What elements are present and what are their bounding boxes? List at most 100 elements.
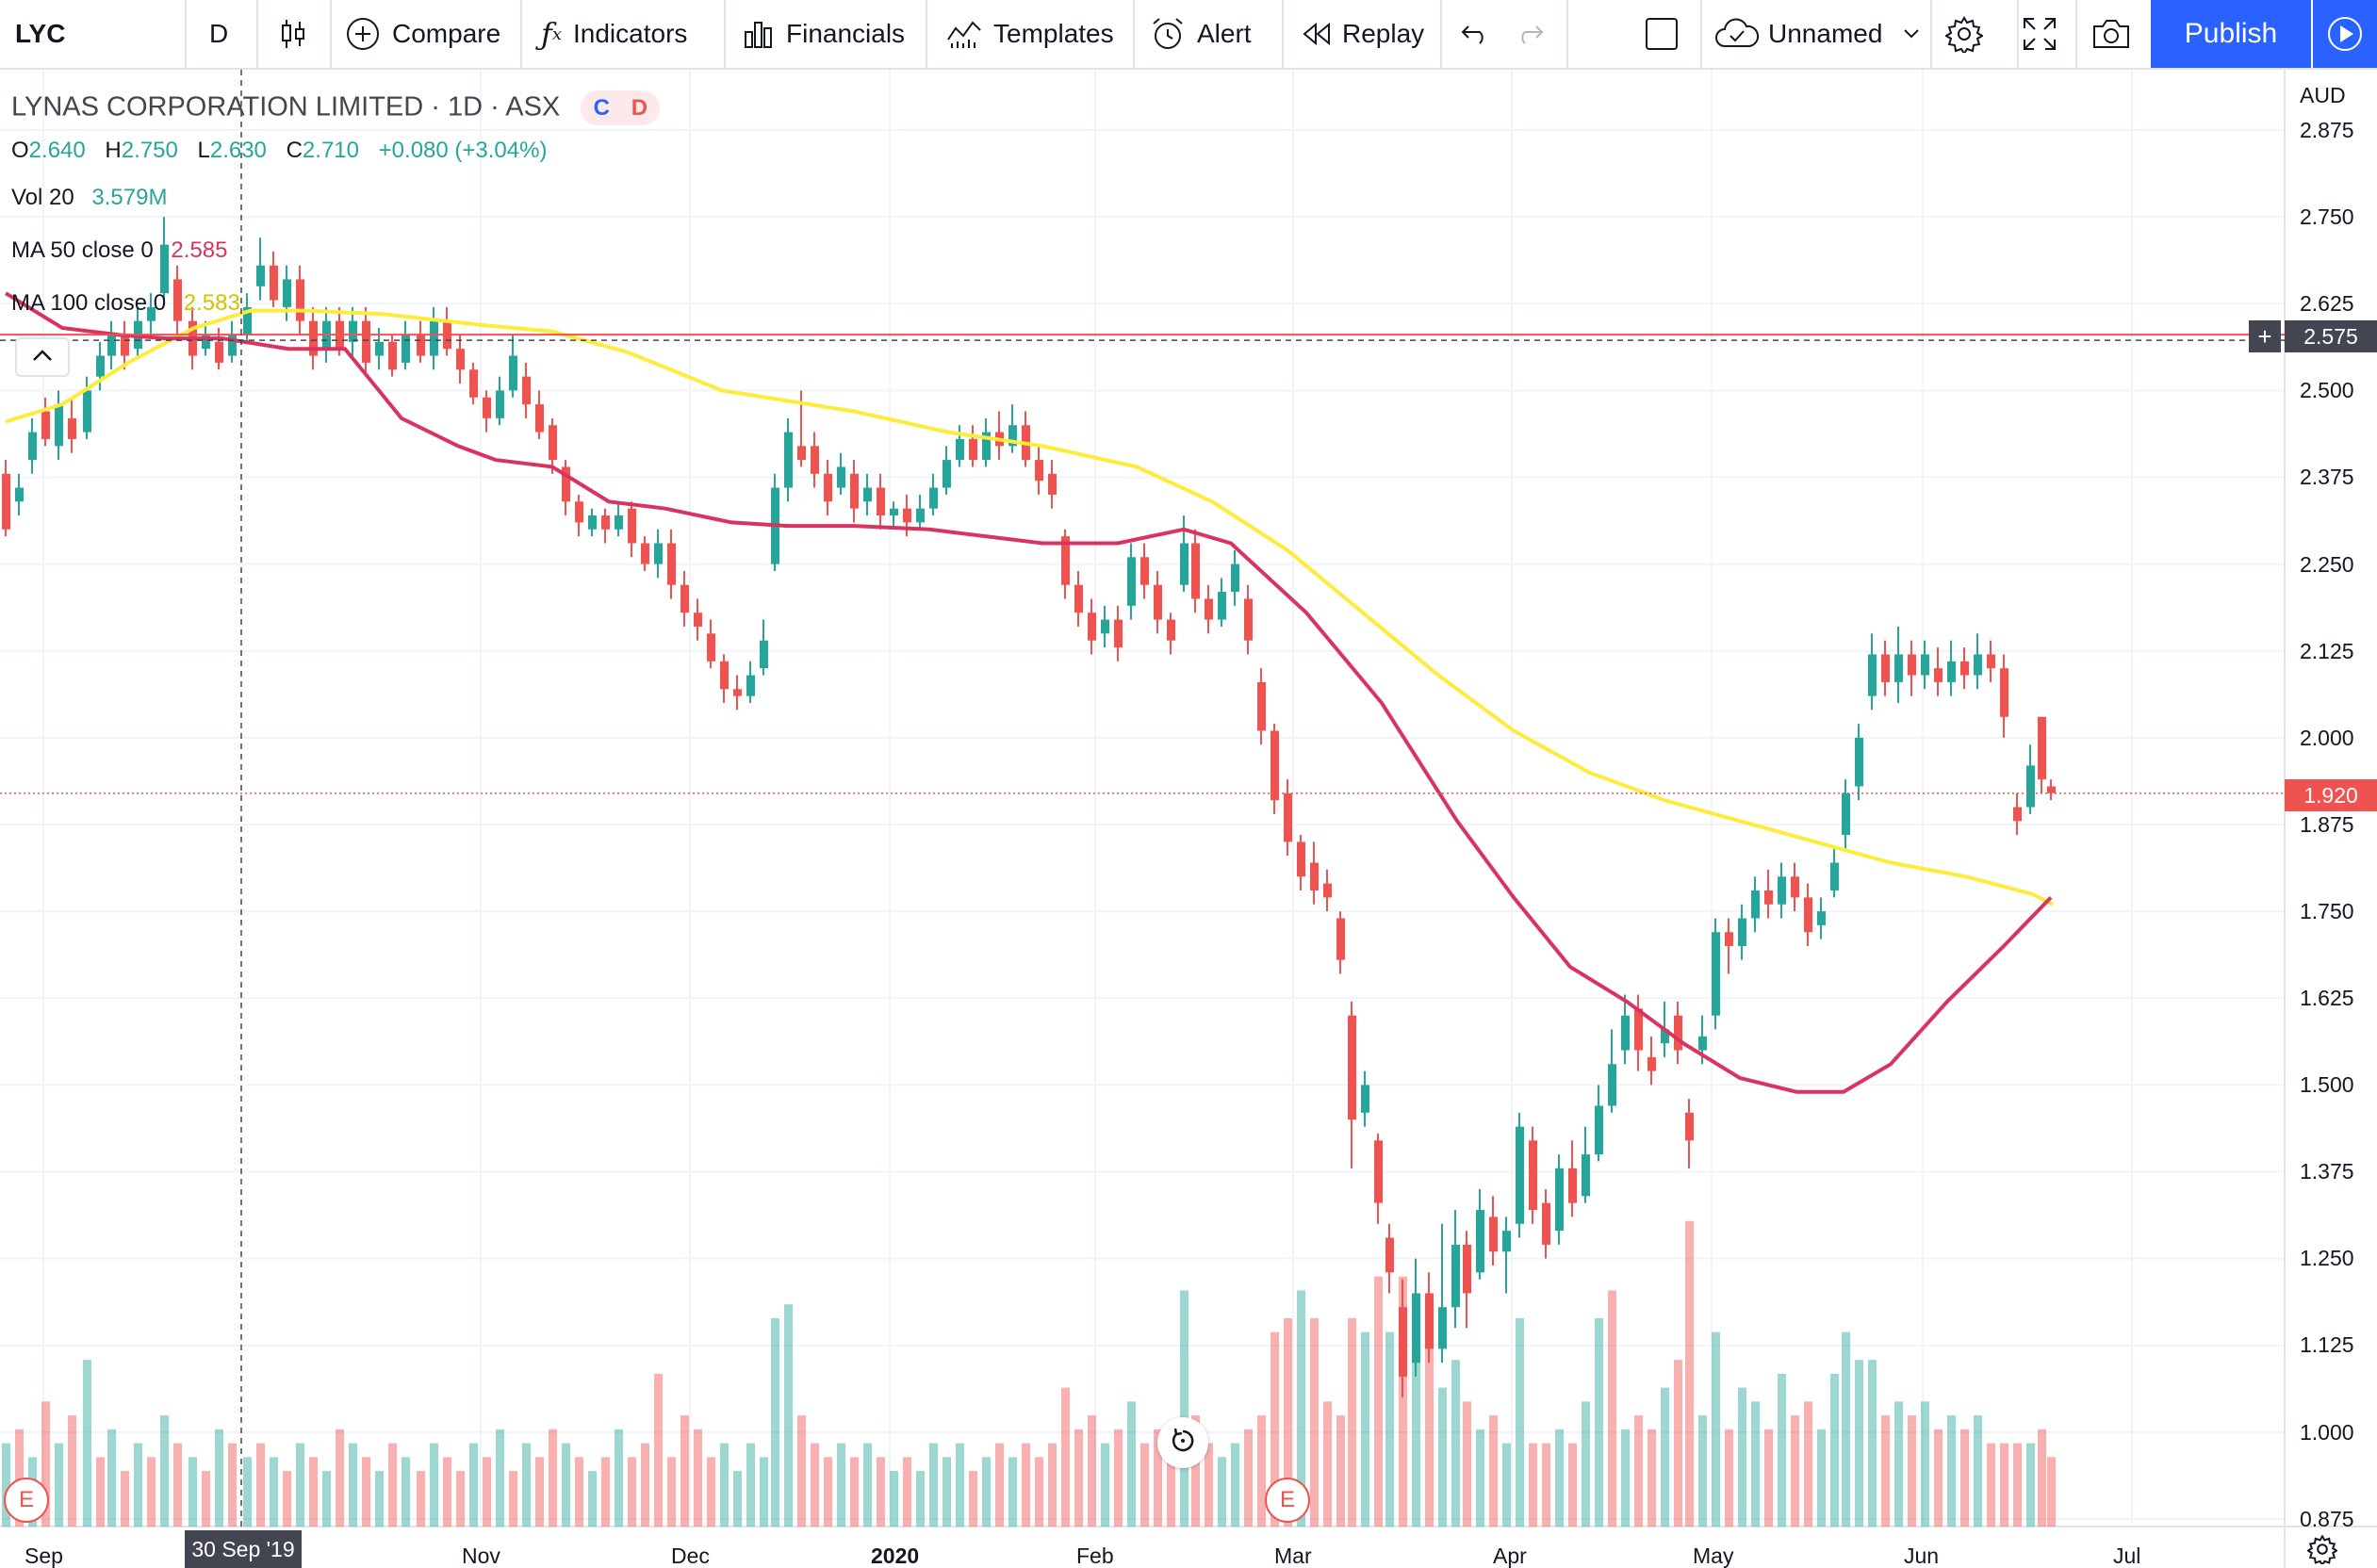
volume-bar (243, 1457, 252, 1527)
volume-bar (296, 1443, 304, 1527)
earnings-marker[interactable]: E (4, 1478, 49, 1523)
volume-bar (1608, 1290, 1616, 1527)
redo-button[interactable] (1514, 0, 1546, 68)
market-status-badges[interactable]: C D (581, 90, 661, 126)
replay-label: Replay (1342, 19, 1425, 48)
collapse-legend-button[interactable] (15, 337, 70, 377)
settings-button[interactable] (1945, 0, 1983, 68)
price-tick-label: 0.875 (2300, 1506, 2354, 1531)
time-tick-label: 2020 (871, 1544, 920, 1568)
play-button[interactable] (2313, 0, 2377, 68)
candle-body (41, 411, 50, 439)
volume-bar (202, 1471, 210, 1527)
candle-body (228, 335, 237, 356)
candle-body (733, 689, 742, 696)
volume-bar (694, 1429, 702, 1527)
chevron-up-icon (31, 348, 54, 368)
volume-bar (1934, 1429, 1943, 1527)
price-tick-label: 2.500 (2300, 378, 2354, 403)
candle-body (1154, 584, 1162, 620)
reset-chart-button[interactable] (1157, 1417, 1208, 1468)
volume-bar (1476, 1429, 1484, 1527)
volume-bar (256, 1443, 265, 1527)
add-alert-plus-button[interactable]: + (2249, 320, 2281, 352)
volume-bar (1180, 1290, 1188, 1527)
open-value: 2.640 (28, 138, 86, 163)
volume-bar (1894, 1401, 1903, 1527)
volume-bar (1008, 1457, 1017, 1527)
chart-type-button[interactable] (279, 0, 307, 68)
volume-bar (522, 1443, 531, 1527)
candle-body (1191, 543, 1200, 599)
volume-bar (2026, 1443, 2035, 1527)
volume-bar (388, 1443, 397, 1527)
volume-bar (615, 1429, 623, 1527)
last-price-tag: 1.920 (2285, 779, 2377, 811)
candle-body (1310, 862, 1319, 891)
volume-bar (746, 1443, 755, 1527)
candle-body (680, 584, 689, 613)
volume-bar (916, 1471, 925, 1527)
interval-button[interactable]: D (209, 19, 229, 48)
compare-button[interactable]: Compare (345, 0, 500, 68)
volume-bar (283, 1471, 291, 1527)
volume-bar (41, 1401, 50, 1527)
fullscreen-layout-button[interactable] (1644, 0, 1680, 68)
undo-button[interactable] (1459, 0, 1491, 68)
volume-bar (1205, 1443, 1213, 1527)
volume-bar (1399, 1276, 1407, 1527)
volume-bar (496, 1429, 504, 1527)
fullscreen-button[interactable] (2021, 0, 2058, 68)
volume-bar (628, 1457, 636, 1527)
volume-bar (1987, 1443, 1995, 1527)
candle-body (654, 543, 663, 564)
series-title[interactable]: LYNAS CORPORATION LIMITED · 1D · ASX C D (11, 90, 661, 126)
volume-bar (824, 1457, 832, 1527)
volume-bar (402, 1457, 410, 1527)
candle-body (243, 306, 252, 335)
price-chart[interactable] (0, 70, 2377, 1568)
candle-body (1257, 681, 1266, 731)
candle-body (863, 487, 872, 502)
ma50-legend[interactable]: MA 50 close 0 2.585 (11, 237, 227, 264)
volume-bar (1712, 1331, 1720, 1527)
axis-settings-button[interactable] (2305, 1534, 2339, 1568)
candle-body (1074, 584, 1083, 613)
volume-bar (1804, 1401, 1812, 1527)
candle-body (1960, 661, 1969, 676)
volume-legend[interactable]: Vol 20 3.579M (11, 185, 167, 211)
earnings-marker[interactable]: E (1265, 1478, 1310, 1523)
ma50-value: 2.585 (171, 237, 228, 263)
snapshot-button[interactable] (2090, 0, 2132, 68)
replay-button[interactable]: Replay (1301, 0, 1424, 68)
currency-label[interactable]: AUD (2300, 83, 2346, 107)
volume-bar (969, 1471, 977, 1527)
financials-button[interactable]: Financials (743, 0, 905, 68)
candle-body (850, 473, 859, 509)
volume-bar (654, 1373, 663, 1527)
volume-bar (850, 1457, 859, 1527)
candle-body (1634, 1008, 1643, 1051)
candle-body (509, 355, 517, 391)
time-tick-label: Mar (1274, 1544, 1312, 1568)
candle-body (430, 320, 438, 356)
candle-body (1127, 557, 1136, 606)
candle-body (1987, 654, 1995, 669)
candle-body (615, 515, 623, 530)
candle-body (2000, 668, 2008, 717)
volume-bar (1284, 1317, 1292, 1527)
volume-bar (1674, 1360, 1682, 1527)
symbol-search-button[interactable]: LYC (15, 19, 66, 48)
volume-bar (1595, 1317, 1603, 1527)
layout-name-button[interactable]: Unnamed (1713, 0, 1920, 68)
alert-button[interactable]: Alert (1150, 0, 1252, 68)
candle-body (1608, 1064, 1616, 1106)
publish-button[interactable]: Publish (2151, 0, 2311, 68)
volume-bar (667, 1457, 676, 1527)
gear-icon (1945, 15, 1983, 53)
templates-button[interactable]: Templates (946, 0, 1114, 68)
camera-icon (2090, 17, 2132, 51)
candle-body (890, 508, 898, 516)
ma100-legend[interactable]: MA 100 close 0 2.583 (11, 290, 240, 317)
